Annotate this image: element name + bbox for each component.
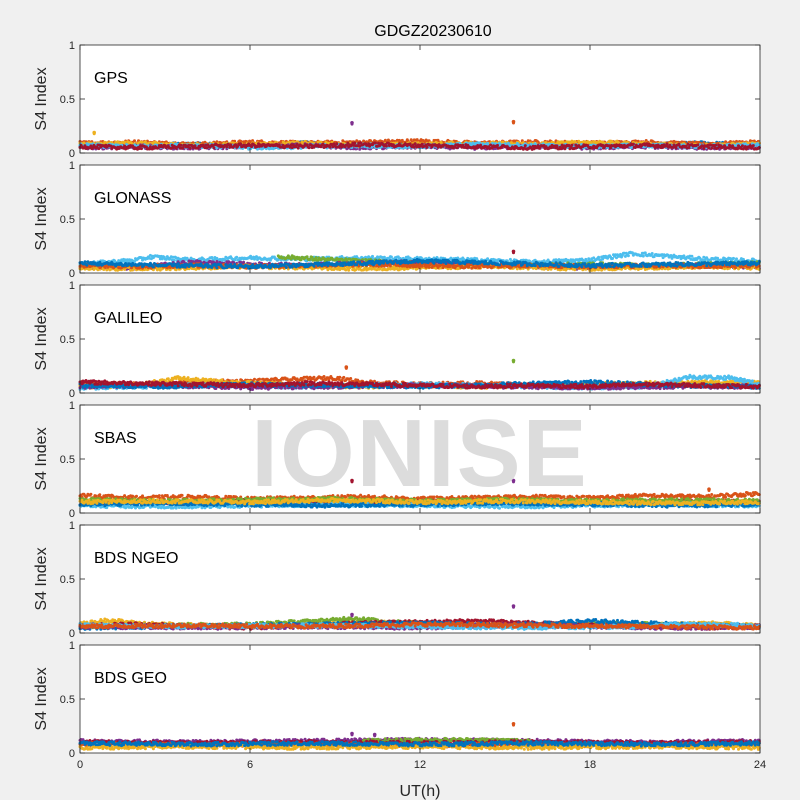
data-point <box>235 255 239 259</box>
data-point <box>641 254 645 258</box>
data-point <box>696 143 700 147</box>
outlier-point <box>350 122 354 126</box>
y-tick-label: 0.5 <box>60 94 75 106</box>
data-point <box>188 146 192 150</box>
data-point <box>732 256 735 260</box>
data-point <box>710 146 714 150</box>
data-point <box>384 144 388 148</box>
data-point <box>496 143 499 147</box>
data-point <box>751 144 755 148</box>
data-point <box>674 146 678 150</box>
data-point <box>690 254 694 258</box>
data-point <box>650 252 654 255</box>
series-points <box>78 119 761 151</box>
data-point <box>335 142 339 146</box>
data-point <box>523 144 527 148</box>
data-point <box>314 256 318 260</box>
data-point <box>735 257 738 261</box>
data-point <box>239 142 243 146</box>
outlier-point <box>512 121 515 125</box>
data-point <box>371 254 374 258</box>
data-point <box>665 142 669 146</box>
data-point <box>140 147 143 151</box>
plot-area <box>80 45 760 153</box>
y-tick-label: 1 <box>69 40 75 52</box>
panel-gps: 0 0.5 1 S4 Index GPS <box>33 40 761 160</box>
panel-label: GPS <box>94 70 128 87</box>
data-point <box>328 145 332 149</box>
chart-title: GDGZ20230610 <box>374 23 492 40</box>
data-point <box>631 142 635 146</box>
data-point <box>133 139 136 143</box>
data-point <box>261 147 264 151</box>
y-tick-label: 0 <box>69 148 75 160</box>
data-point <box>307 146 311 150</box>
data-point <box>740 144 744 148</box>
data-point <box>374 141 377 145</box>
data-point <box>358 147 362 151</box>
outlier-point <box>92 132 96 136</box>
data-point <box>212 146 216 150</box>
data-point <box>707 146 711 150</box>
data-point <box>555 144 559 148</box>
data-point <box>425 145 429 149</box>
data-point <box>179 143 183 147</box>
data-point <box>597 255 601 259</box>
data-point <box>570 143 574 147</box>
data-point <box>353 141 357 145</box>
data-point <box>626 254 630 258</box>
data-point <box>714 143 718 147</box>
y-axis-label: S4 Index <box>33 67 50 130</box>
